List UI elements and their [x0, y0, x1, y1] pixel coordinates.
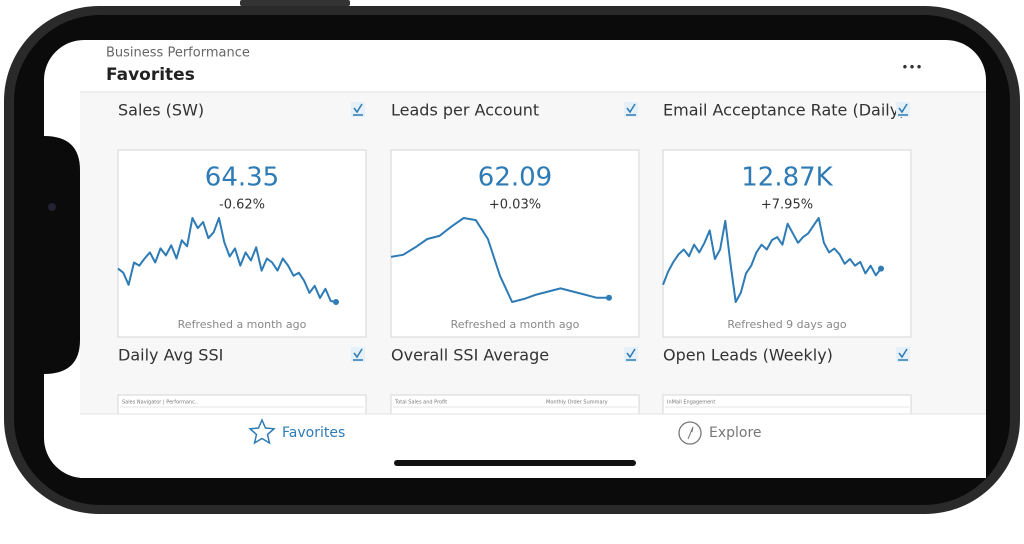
- preview-text: Monthly Order Summary: [546, 400, 608, 406]
- card[interactable]: [390, 149, 640, 338]
- kpi-value: 62.09: [478, 163, 552, 193]
- kpi-change: +7.95%: [761, 198, 813, 213]
- check-mark: [626, 103, 636, 116]
- button: [240, 0, 350, 6]
- card-title: Leads per Account: [391, 101, 539, 120]
- card[interactable]: [117, 149, 367, 338]
- preview-text: InMail Engagement: [667, 400, 715, 406]
- card-title: Sales (SW): [118, 101, 204, 120]
- sparkline: [662, 217, 882, 303]
- refreshed: Refreshed 9 days ago: [727, 318, 846, 331]
- kpi-change: -0.62%: [219, 198, 265, 213]
- preview-text: Sales Navigator | Performanc..: [122, 400, 198, 406]
- check-mark: [898, 348, 908, 361]
- sparkline: [390, 217, 609, 303]
- tab-favorites[interactable]: Favorites: [282, 425, 345, 441]
- kpi-value: 12.87K: [741, 163, 833, 193]
- refreshed: Refreshed a month ago: [451, 318, 580, 331]
- card-title: Open Leads (Weekly): [663, 346, 833, 365]
- sparkline-end: [878, 265, 884, 272]
- tab-bar: [80, 414, 986, 478]
- card-title: Email Acceptance Rate (Daily): [663, 101, 905, 120]
- card-title: Daily Avg SSI: [118, 346, 223, 365]
- check-mark: [626, 348, 636, 361]
- check-mark: [353, 348, 363, 361]
- star-icon[interactable]: [248, 418, 276, 445]
- sparkline-end: [333, 299, 339, 305]
- check-mark: [353, 103, 363, 116]
- camera: [48, 203, 56, 211]
- compass-icon[interactable]: [678, 421, 702, 445]
- sparkline: [117, 217, 337, 303]
- notch: [44, 136, 80, 374]
- card-title: Overall SSI Average: [391, 346, 549, 365]
- check-mark: [898, 103, 908, 116]
- home-indicator: [394, 460, 636, 466]
- preview-text: Total Sales and Profit: [394, 400, 447, 406]
- kpi-change: +0.03%: [489, 198, 541, 213]
- menu[interactable]: •••: [901, 61, 922, 75]
- compass-needle: [687, 426, 694, 440]
- header-subtitle: Business Performance: [106, 46, 250, 61]
- refreshed: Refreshed a month ago: [178, 318, 307, 331]
- kpi-value: 64.35: [205, 163, 279, 193]
- tab-explore[interactable]: Explore: [709, 425, 762, 441]
- header-title: Favorites: [106, 65, 195, 85]
- sparkline-end: [606, 294, 612, 301]
